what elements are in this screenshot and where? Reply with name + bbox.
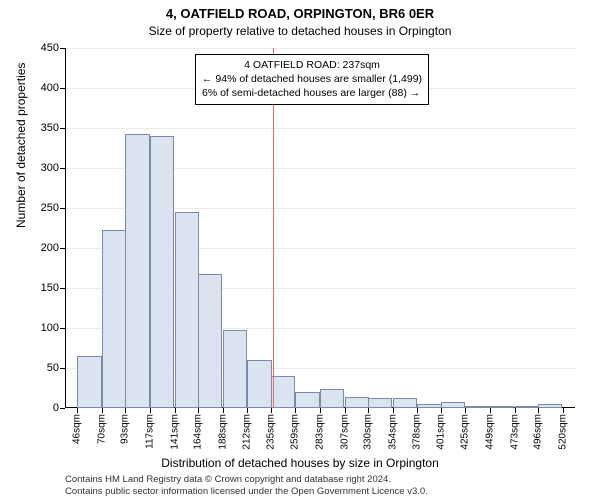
annotation-box: 4 OATFIELD ROAD: 237sqm← 94% of detached… xyxy=(195,54,429,105)
xtick-mark xyxy=(563,408,564,413)
xtick-mark xyxy=(198,408,199,413)
credit-line-1: Contains HM Land Registry data © Crown c… xyxy=(65,474,428,486)
ytick-mark xyxy=(60,288,65,289)
xtick-mark xyxy=(125,408,126,413)
xtick-label: 473sqm xyxy=(509,414,520,450)
xtick-mark xyxy=(271,408,272,413)
ytick-mark xyxy=(60,88,65,89)
xtick-label: 188sqm xyxy=(217,414,228,450)
xtick-label: 496sqm xyxy=(533,414,544,450)
xtick-mark xyxy=(393,408,394,413)
xtick-label: 354sqm xyxy=(387,414,398,450)
ytick-label: 150 xyxy=(41,282,59,294)
xtick-mark xyxy=(175,408,176,413)
xtick-mark xyxy=(538,408,539,413)
annotation-line-1: 4 OATFIELD ROAD: 237sqm xyxy=(202,58,422,72)
xtick-mark xyxy=(295,408,296,413)
xtick-mark xyxy=(515,408,516,413)
histogram-bar xyxy=(77,356,101,408)
ytick-mark xyxy=(60,128,65,129)
annotation-line-2: ← 94% of detached houses are smaller (1,… xyxy=(202,72,422,86)
ytick-mark xyxy=(60,248,65,249)
histogram-bar xyxy=(490,406,514,408)
ytick-mark xyxy=(60,48,65,49)
ytick-label: 100 xyxy=(41,322,59,334)
plot-area: 05010015020025030035040045046sqm70sqm93s… xyxy=(65,48,575,408)
histogram-bar xyxy=(515,406,539,408)
xtick-label: 164sqm xyxy=(193,414,204,450)
chart-title: 4, OATFIELD ROAD, ORPINGTON, BR6 0ER xyxy=(0,6,600,21)
x-axis-label: Distribution of detached houses by size … xyxy=(0,456,600,470)
ytick-mark xyxy=(60,168,65,169)
chart-container: 4, OATFIELD ROAD, ORPINGTON, BR6 0ER Siz… xyxy=(0,0,600,500)
histogram-bar xyxy=(393,398,417,408)
histogram-bar xyxy=(417,404,441,408)
ytick-label: 50 xyxy=(47,362,59,374)
gridline xyxy=(65,128,575,129)
histogram-bar xyxy=(125,134,149,408)
xtick-mark xyxy=(368,408,369,413)
ytick-label: 450 xyxy=(41,42,59,54)
xtick-label: 330sqm xyxy=(363,414,374,450)
xtick-label: 307sqm xyxy=(339,414,350,450)
xtick-label: 46sqm xyxy=(72,414,83,444)
xtick-label: 401sqm xyxy=(435,414,446,450)
chart-subtitle: Size of property relative to detached ho… xyxy=(0,24,600,38)
histogram-bar xyxy=(150,136,174,408)
histogram-bar xyxy=(295,392,319,408)
ytick-mark xyxy=(60,328,65,329)
xtick-mark xyxy=(490,408,491,413)
histogram-bar xyxy=(368,398,392,408)
xtick-label: 283sqm xyxy=(315,414,326,450)
histogram-bar xyxy=(271,376,295,408)
ytick-label: 300 xyxy=(41,162,59,174)
xtick-mark xyxy=(223,408,224,413)
xtick-label: 235sqm xyxy=(265,414,276,450)
xtick-mark xyxy=(247,408,248,413)
xtick-mark xyxy=(320,408,321,413)
xtick-mark xyxy=(465,408,466,413)
xtick-mark xyxy=(441,408,442,413)
histogram-bar xyxy=(465,406,489,408)
histogram-bar xyxy=(247,360,271,408)
histogram-bar xyxy=(345,397,369,408)
histogram-bar xyxy=(441,402,465,408)
histogram-bar xyxy=(320,389,344,408)
histogram-bar xyxy=(175,212,199,408)
xtick-label: 141sqm xyxy=(169,414,180,450)
xtick-label: 212sqm xyxy=(242,414,253,450)
xtick-label: 425sqm xyxy=(460,414,471,450)
ytick-label: 350 xyxy=(41,122,59,134)
histogram-bar xyxy=(538,404,562,408)
histogram-bar xyxy=(198,274,222,408)
ytick-label: 250 xyxy=(41,202,59,214)
xtick-mark xyxy=(345,408,346,413)
xtick-mark xyxy=(102,408,103,413)
annotation-line-3: 6% of semi-detached houses are larger (8… xyxy=(202,86,422,100)
xtick-label: 449sqm xyxy=(485,414,496,450)
y-axis-label: Number of detached properties xyxy=(14,63,28,228)
xtick-label: 378sqm xyxy=(412,414,423,450)
ytick-label: 400 xyxy=(41,82,59,94)
ytick-label: 0 xyxy=(53,402,59,414)
credits: Contains HM Land Registry data © Crown c… xyxy=(65,474,428,498)
xtick-label: 520sqm xyxy=(557,414,568,450)
ytick-mark xyxy=(60,408,65,409)
xtick-mark xyxy=(150,408,151,413)
ytick-mark xyxy=(60,368,65,369)
xtick-mark xyxy=(417,408,418,413)
histogram-bar xyxy=(223,330,247,408)
xtick-label: 259sqm xyxy=(290,414,301,450)
ytick-label: 200 xyxy=(41,242,59,254)
ytick-mark xyxy=(60,208,65,209)
xtick-label: 93sqm xyxy=(120,414,131,444)
xtick-label: 117sqm xyxy=(145,414,156,449)
xtick-label: 70sqm xyxy=(96,414,107,444)
gridline xyxy=(65,48,575,49)
xtick-mark xyxy=(77,408,78,413)
histogram-bar xyxy=(102,230,126,408)
credit-line-2: Contains public sector information licen… xyxy=(65,486,428,498)
